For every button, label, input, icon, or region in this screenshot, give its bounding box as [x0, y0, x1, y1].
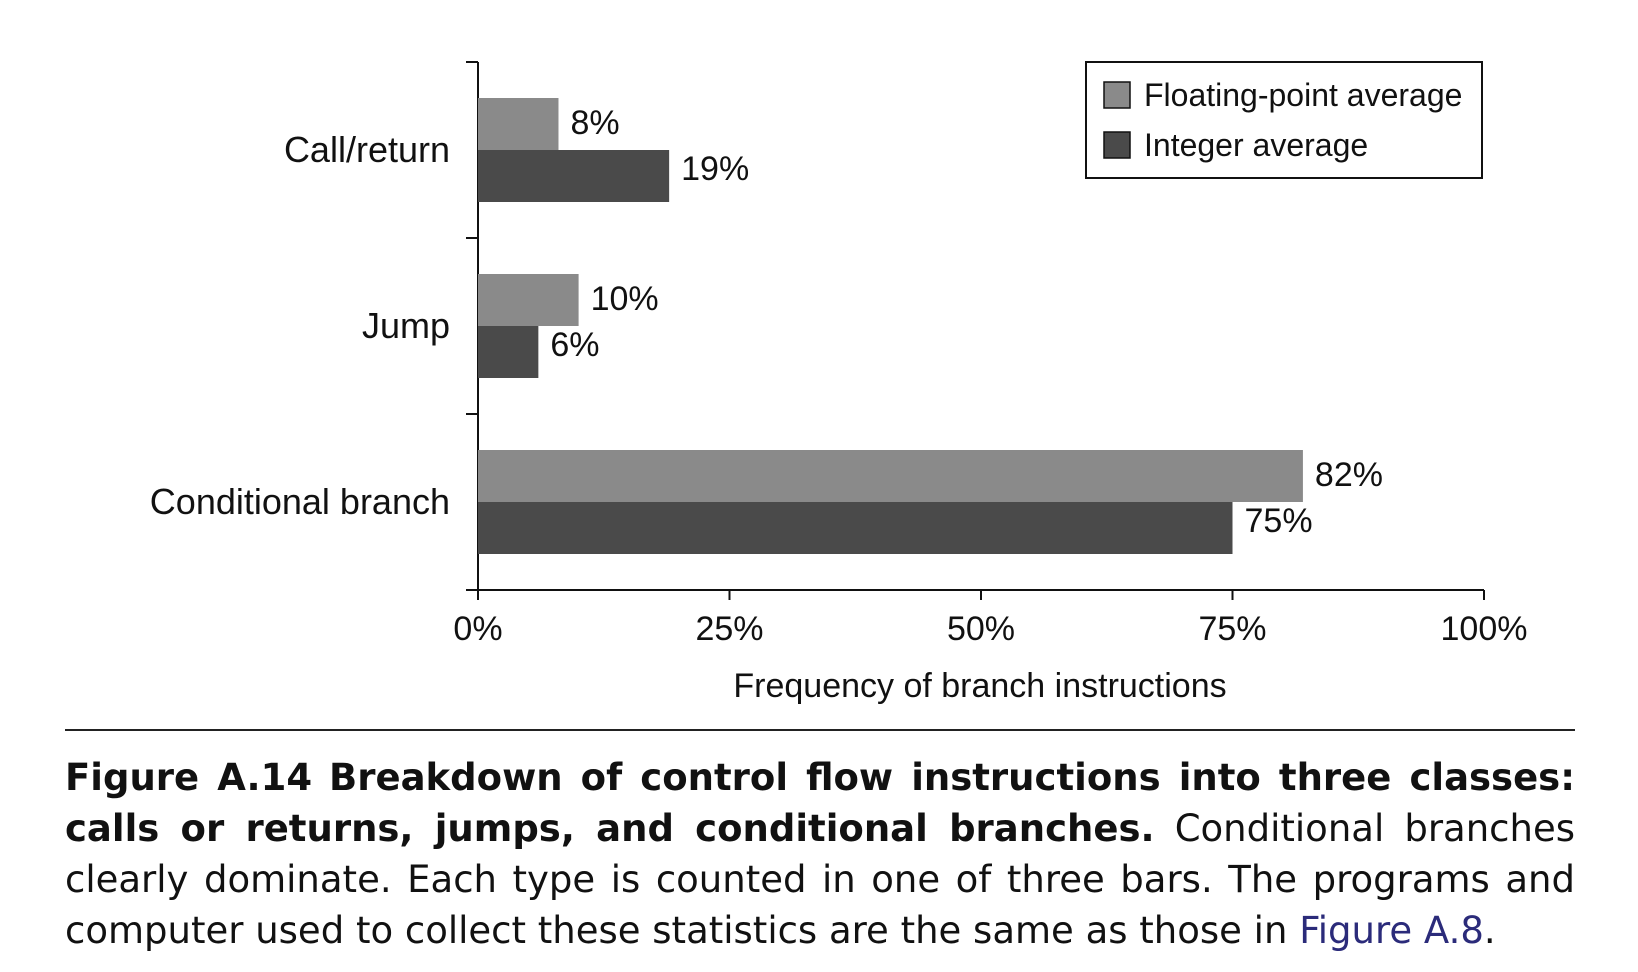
caption-body: Conditional branches clearly dominate. E…	[65, 807, 1576, 952]
x-tick-label: 50%	[947, 610, 1015, 648]
figure-caption: Figure A.14 Breakdown of control flow in…	[65, 752, 1575, 956]
figure-number: Figure A.14	[65, 756, 313, 799]
chart-legend: Floating-point average Integer average	[1085, 61, 1483, 179]
caption-end: .	[1483, 909, 1496, 952]
bar-floating-point	[478, 98, 559, 150]
x-tick-label: 25%	[695, 610, 763, 648]
caption-divider	[65, 729, 1575, 731]
legend-box	[1085, 61, 1483, 179]
x-axis-title: Frequency of branch instructions	[733, 667, 1226, 705]
figure-reference-link[interactable]: Figure A.8	[1299, 909, 1484, 952]
category-label: Jump	[362, 305, 450, 346]
data-label: 19%	[681, 150, 749, 188]
bar-floating-point	[478, 450, 1303, 502]
x-tick-label: 100%	[1441, 610, 1528, 648]
bar-integer	[478, 502, 1233, 554]
caption-title: Breakdown of control flow instructions i…	[65, 756, 1575, 850]
bar-integer	[478, 326, 539, 378]
x-tick-label: 75%	[1198, 610, 1266, 648]
data-label: 8%	[570, 104, 619, 142]
category-label: Call/return	[284, 129, 450, 170]
chart-bars: 8% 19% 10% 6% 82%75%	[478, 98, 1383, 554]
data-label: 75%	[1245, 502, 1313, 540]
bar-chart: 0% 25% 50% 75% 100% Call/return Jump Conditiona…	[150, 61, 1528, 705]
data-label: 10%	[591, 280, 659, 318]
data-label: 82%	[1315, 456, 1383, 494]
chart-axes: 0% 25% 50% 75% 100% Call/return Jump Conditiona…	[150, 61, 1528, 648]
legend-label: Floating-point average	[1144, 77, 1462, 113]
bar-integer	[478, 150, 670, 202]
legend-swatch	[1103, 131, 1131, 159]
x-tick-label: 0%	[453, 610, 502, 648]
legend-swatch	[1103, 81, 1131, 109]
category-label: Conditional branch	[150, 481, 450, 522]
data-label: 6%	[550, 326, 599, 364]
legend-label: Integer average	[1144, 127, 1368, 163]
bar-floating-point	[478, 274, 579, 326]
